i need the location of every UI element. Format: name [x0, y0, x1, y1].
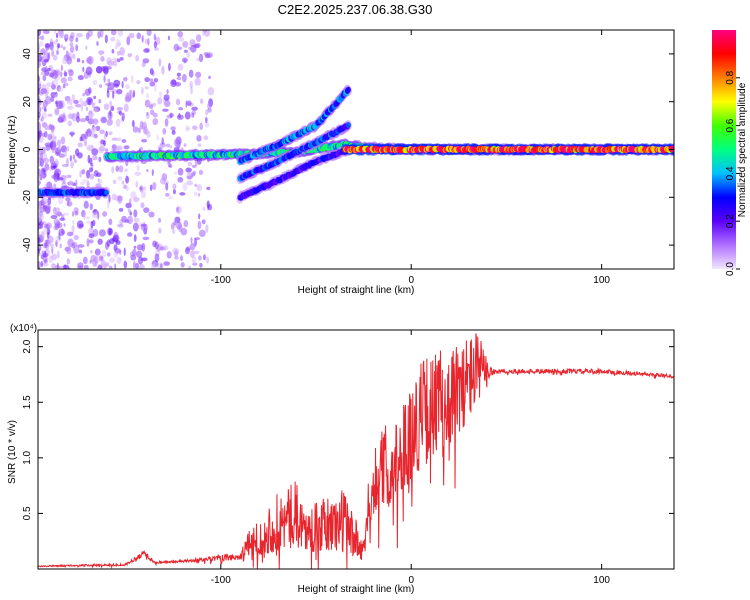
spectral-strong-line — [341, 143, 674, 156]
snr-ticks: -100 0 100 0.5 1.0 1.5 2.0 — [22, 330, 674, 586]
spectrogram-ytick-label: 0 — [22, 146, 33, 152]
snr-xtick-label: 0 — [408, 575, 414, 586]
snr-ytick-label: 2.0 — [22, 339, 33, 353]
spectrogram-plot-area — [38, 30, 674, 269]
snr-xtick-label: 100 — [593, 575, 610, 586]
snr-scale-label: (x10⁴) — [10, 323, 37, 334]
spectrogram-x-axis-label: Height of straight line (km) — [298, 285, 415, 296]
spectrogram-ticks: -100 0 100 -40 -20 0 20 40 — [22, 30, 674, 286]
colorbar-tick-label: 0.6 — [725, 118, 736, 132]
snr-x-axis-label: Height of straight line (km) — [298, 584, 415, 595]
noise-region — [38, 30, 215, 269]
page-title: C2E2.2025.237.06.38.G30 — [278, 2, 433, 17]
snr-ytick-label: 0.5 — [22, 506, 33, 520]
spectrogram-xtick-label: -100 — [211, 275, 231, 286]
snr-y-axis-label: SNR (10 * v/v) — [7, 420, 18, 484]
spectrogram-panel: -100 0 100 -40 -20 0 20 40 Height of straight l… — [7, 29, 675, 296]
snr-plot-area — [38, 333, 674, 569]
snr-panel: -100 0 100 0.5 1.0 1.5 2.0 (x10⁴) Height of st… — [7, 323, 675, 595]
spectrogram-ytick-label: -40 — [22, 237, 33, 252]
spectral-lower-arc — [236, 144, 352, 204]
snr-ytick-label: 1.5 — [22, 395, 33, 409]
snr-frame — [37, 329, 675, 570]
colorbar-tick-label: 0.2 — [725, 214, 736, 228]
colorbar-gradient — [712, 30, 736, 269]
spectrogram-ytick-label: 20 — [22, 96, 33, 108]
colorbar: 0.0 0.2 0.4 0.6 0.8 Normalized spectral ampl… — [712, 30, 748, 276]
spectrogram-xtick-label: 0 — [408, 275, 414, 286]
spectrogram-y-axis-label: Frequency (Hz) — [7, 116, 18, 185]
snr-series-line — [38, 333, 674, 569]
spectrogram-xtick-label: 100 — [593, 275, 610, 286]
colorbar-tick-label: 0.4 — [725, 166, 736, 180]
colorbar-tick-label: 0.8 — [725, 70, 736, 84]
spectrogram-ytick-label: -20 — [22, 190, 33, 205]
snr-xtick-label: -100 — [211, 575, 231, 586]
colorbar-tick-label: 0.0 — [725, 262, 736, 276]
spectrogram-ytick-label: 40 — [22, 48, 33, 60]
spectral-upper-arc — [236, 84, 352, 166]
colorbar-ticks: 0.0 0.2 0.4 0.6 0.8 — [725, 70, 740, 276]
colorbar-label: Normalized spectral amplitude — [737, 82, 748, 217]
snr-ytick-label: 1.0 — [22, 450, 33, 464]
spectral-middle-arc — [236, 120, 352, 184]
spectral-early-branch — [38, 186, 111, 199]
